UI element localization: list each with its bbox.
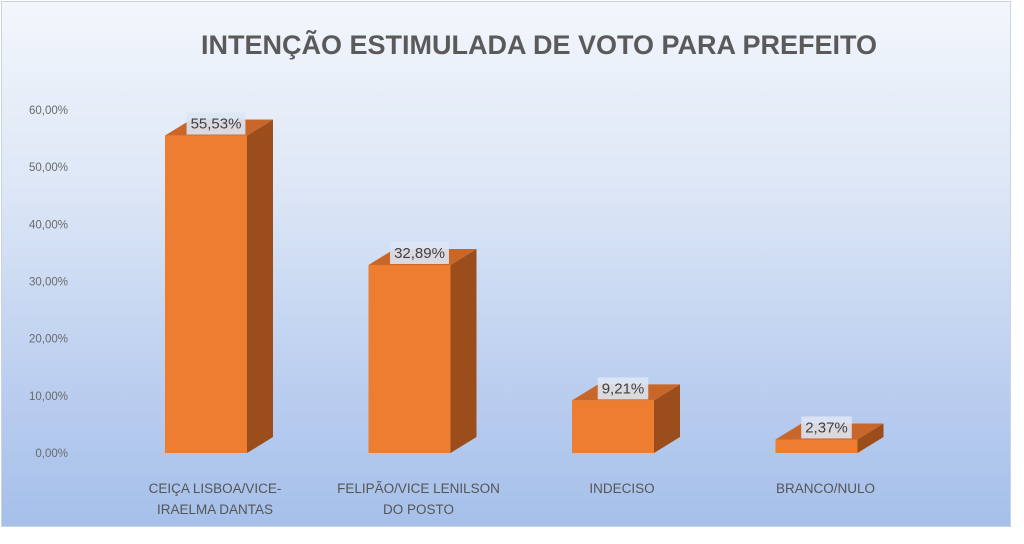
bar-3: 9,21% — [572, 377, 680, 453]
x-axis: CEIÇA LISBOA/VICE-IRAELMA DANTAS FELIPÃO/… — [149, 481, 875, 517]
y-tick-label: 30,00% — [29, 277, 68, 289]
data-label-text: 32,89% — [394, 245, 445, 262]
chart-title: INTENÇÃO ESTIMULADA DE VOTO PARA PREFEIT… — [201, 29, 877, 60]
data-label-text: 9,21% — [602, 380, 645, 397]
x-tick-label: INDECISO — [589, 481, 654, 496]
x-tick-label: CEIÇA LISBOA/VICE-IRAELMA DANTAS — [149, 481, 282, 517]
bar-front — [165, 135, 247, 453]
bar-1: 55,53% — [165, 112, 273, 453]
x-tick-label: BRANCO/NULO — [776, 481, 875, 496]
y-tick-label: 40,00% — [29, 219, 68, 231]
bars: 55,53% 32,89% 9,21% 2,37% — [165, 112, 884, 453]
bar-front — [775, 439, 858, 453]
y-tick-label: 60,00% — [29, 105, 68, 117]
y-tick-label: 20,00% — [29, 334, 68, 346]
y-tick-label: 10,00% — [29, 391, 68, 403]
y-axis: 0,00% 10,00% 20,00% 30,00% 40,00% 50,00% 60,00… — [29, 105, 68, 460]
data-label: 32,89% — [390, 241, 449, 264]
y-tick-label: 0,00% — [35, 448, 68, 460]
bar-front — [572, 400, 654, 453]
data-label: 9,21% — [597, 377, 649, 400]
data-label-text: 2,37% — [805, 419, 848, 436]
data-label: 2,37% — [801, 416, 852, 439]
data-label-box — [186, 112, 246, 135]
bar-side — [857, 423, 884, 453]
data-label: 55,53% — [186, 112, 246, 135]
bar-chart: INTENÇÃO ESTIMULADA DE VOTO PARA PREFEIT… — [29, 29, 884, 517]
bar-side — [450, 248, 477, 453]
x-tick-label: FELIPÃO/VICE LENILSON DO POSTO — [337, 481, 500, 517]
chart-frame: INTENÇÃO ESTIMULADA DE VOTO PARA PREFEIT… — [1, 1, 1011, 527]
bar-side — [654, 384, 680, 453]
bar-side — [247, 119, 273, 453]
data-label-box — [390, 241, 449, 264]
bar-2: 32,89% — [368, 241, 477, 453]
data-label-box — [597, 377, 649, 400]
data-label-text: 55,53% — [191, 116, 242, 133]
bar-front — [368, 264, 451, 453]
y-tick-label: 50,00% — [29, 162, 68, 174]
bar-4: 2,37% — [775, 416, 884, 453]
data-label-box — [801, 416, 852, 439]
